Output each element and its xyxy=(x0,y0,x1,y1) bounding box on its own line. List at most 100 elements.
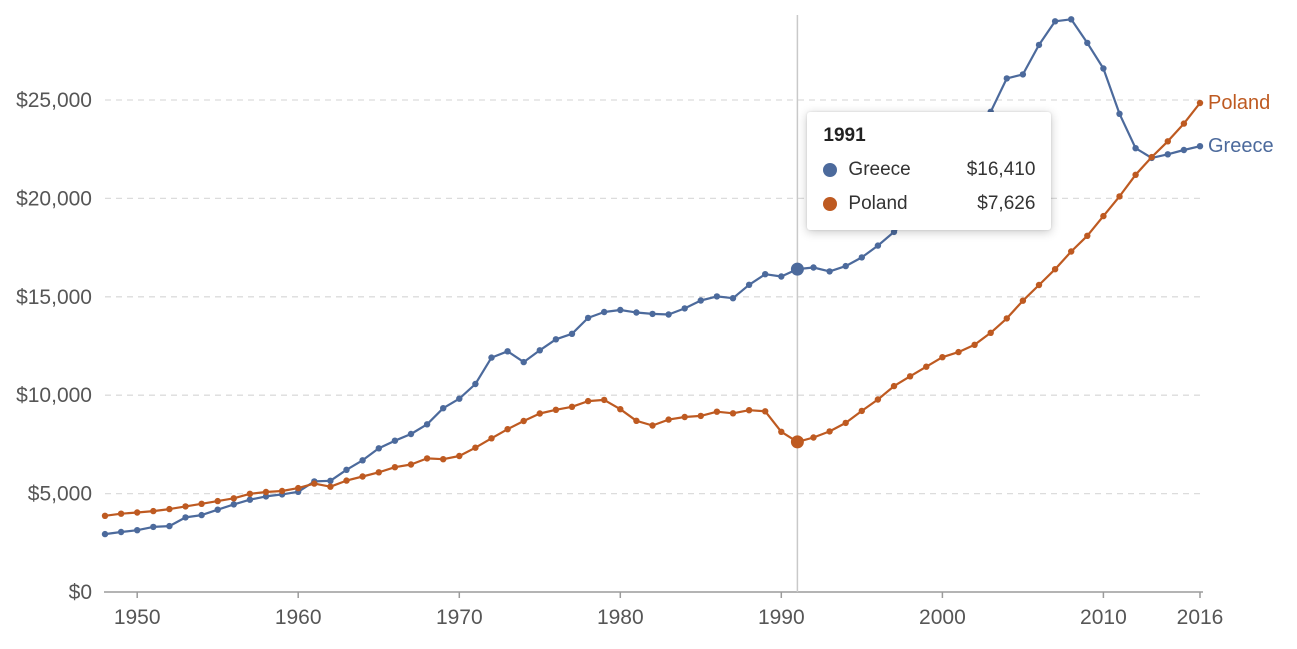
data-point-poland[interactable] xyxy=(230,495,237,502)
data-point-greece[interactable] xyxy=(1116,110,1123,118)
data-point-greece[interactable] xyxy=(778,273,785,280)
data-point-poland[interactable] xyxy=(762,408,769,415)
data-point-poland[interactable] xyxy=(1003,315,1010,322)
data-point-poland[interactable] xyxy=(1068,248,1075,255)
data-point-greece[interactable] xyxy=(343,466,350,473)
data-point-greece[interactable] xyxy=(359,457,366,464)
data-point-poland[interactable] xyxy=(923,363,930,370)
data-point-poland[interactable] xyxy=(262,488,270,496)
series-end-label-greece[interactable]: Greece xyxy=(1208,135,1274,157)
data-point-greece[interactable] xyxy=(536,347,543,354)
data-point-poland[interactable] xyxy=(713,408,721,415)
data-point-poland[interactable] xyxy=(134,509,141,516)
data-point-poland[interactable] xyxy=(729,410,737,417)
data-point-greece[interactable] xyxy=(1132,145,1139,152)
data-point-poland[interactable] xyxy=(1116,193,1123,200)
data-point-greece[interactable] xyxy=(375,445,382,452)
data-point-greece[interactable] xyxy=(633,309,640,316)
data-point-poland[interactable] xyxy=(826,428,833,435)
data-point-poland[interactable] xyxy=(150,507,157,515)
data-point-greece[interactable] xyxy=(391,437,399,444)
data-point-poland[interactable] xyxy=(1180,120,1188,127)
data-point-greece[interactable] xyxy=(101,530,109,538)
data-point-poland[interactable] xyxy=(504,426,511,433)
data-point-poland[interactable] xyxy=(1164,138,1172,145)
data-point-greece[interactable] xyxy=(601,308,608,316)
highlight-point-greece[interactable] xyxy=(790,262,804,276)
data-point-poland[interactable] xyxy=(633,417,640,424)
data-point-greece[interactable] xyxy=(568,330,576,337)
data-point-greece[interactable] xyxy=(230,501,237,508)
data-point-greece[interactable] xyxy=(1003,75,1010,82)
data-point-poland[interactable] xyxy=(1084,232,1091,239)
data-point-greece[interactable] xyxy=(488,354,495,361)
data-point-poland[interactable] xyxy=(536,410,543,417)
data-point-greece[interactable] xyxy=(810,264,817,271)
data-point-poland[interactable] xyxy=(810,434,817,441)
data-point-greece[interactable] xyxy=(1100,65,1107,72)
data-point-greece[interactable] xyxy=(1180,146,1188,154)
data-point-poland[interactable] xyxy=(166,505,173,513)
data-point-poland[interactable] xyxy=(456,452,463,460)
data-point-poland[interactable] xyxy=(552,406,560,413)
data-point-greece[interactable] xyxy=(1035,41,1043,49)
data-point-poland[interactable] xyxy=(278,487,286,495)
data-point-poland[interactable] xyxy=(1100,212,1107,220)
data-point-greece[interactable] xyxy=(520,358,527,366)
data-point-poland[interactable] xyxy=(117,510,125,517)
data-point-poland[interactable] xyxy=(1035,281,1043,289)
data-point-greece[interactable] xyxy=(1051,18,1059,25)
data-point-greece[interactable] xyxy=(504,348,511,355)
data-point-greece[interactable] xyxy=(842,262,849,270)
data-point-greece[interactable] xyxy=(745,281,753,288)
data-point-poland[interactable] xyxy=(842,419,849,427)
data-point-poland[interactable] xyxy=(778,428,785,435)
data-point-poland[interactable] xyxy=(1019,297,1027,304)
data-point-greece[interactable] xyxy=(150,523,157,531)
data-point-greece[interactable] xyxy=(423,421,431,428)
data-point-greece[interactable] xyxy=(214,506,221,513)
data-point-poland[interactable] xyxy=(246,490,254,497)
data-point-greece[interactable] xyxy=(134,527,141,534)
data-point-poland[interactable] xyxy=(407,461,415,468)
data-point-poland[interactable] xyxy=(584,397,592,405)
data-point-greece[interactable] xyxy=(1019,71,1027,78)
data-point-poland[interactable] xyxy=(391,464,399,471)
data-point-greece[interactable] xyxy=(1164,151,1172,158)
data-point-poland[interactable] xyxy=(295,484,302,492)
data-point-greece[interactable] xyxy=(890,228,898,236)
data-point-greece[interactable] xyxy=(617,306,624,314)
data-point-poland[interactable] xyxy=(327,483,334,490)
data-point-poland[interactable] xyxy=(890,382,898,390)
data-point-greece[interactable] xyxy=(584,314,592,322)
data-point-poland[interactable] xyxy=(101,512,109,519)
data-point-greece[interactable] xyxy=(472,380,479,388)
data-point-poland[interactable] xyxy=(440,456,447,463)
data-point-poland[interactable] xyxy=(343,477,350,484)
data-point-poland[interactable] xyxy=(987,329,994,336)
data-point-poland[interactable] xyxy=(858,407,865,415)
data-point-poland[interactable] xyxy=(617,406,624,413)
data-point-poland[interactable] xyxy=(745,407,753,414)
data-point-greece[interactable] xyxy=(327,477,334,484)
data-point-poland[interactable] xyxy=(488,435,495,442)
data-point-greece[interactable] xyxy=(874,242,882,249)
data-point-poland[interactable] xyxy=(423,455,431,462)
data-point-greece[interactable] xyxy=(262,493,270,500)
data-point-poland[interactable] xyxy=(520,417,527,425)
data-point-poland[interactable] xyxy=(359,473,366,480)
data-point-greece[interactable] xyxy=(697,297,704,304)
data-point-poland[interactable] xyxy=(198,500,205,507)
data-point-greece[interactable] xyxy=(198,511,205,519)
data-point-poland[interactable] xyxy=(665,416,672,423)
data-point-poland[interactable] xyxy=(681,413,688,421)
highlight-point-poland[interactable] xyxy=(790,435,804,449)
data-point-poland[interactable] xyxy=(906,373,914,380)
data-point-poland[interactable] xyxy=(649,422,656,429)
data-point-greece[interactable] xyxy=(407,430,415,438)
data-point-greece[interactable] xyxy=(681,305,688,312)
data-point-poland[interactable] xyxy=(971,341,978,348)
data-point-poland[interactable] xyxy=(874,396,882,403)
data-point-greece[interactable] xyxy=(1068,16,1075,23)
